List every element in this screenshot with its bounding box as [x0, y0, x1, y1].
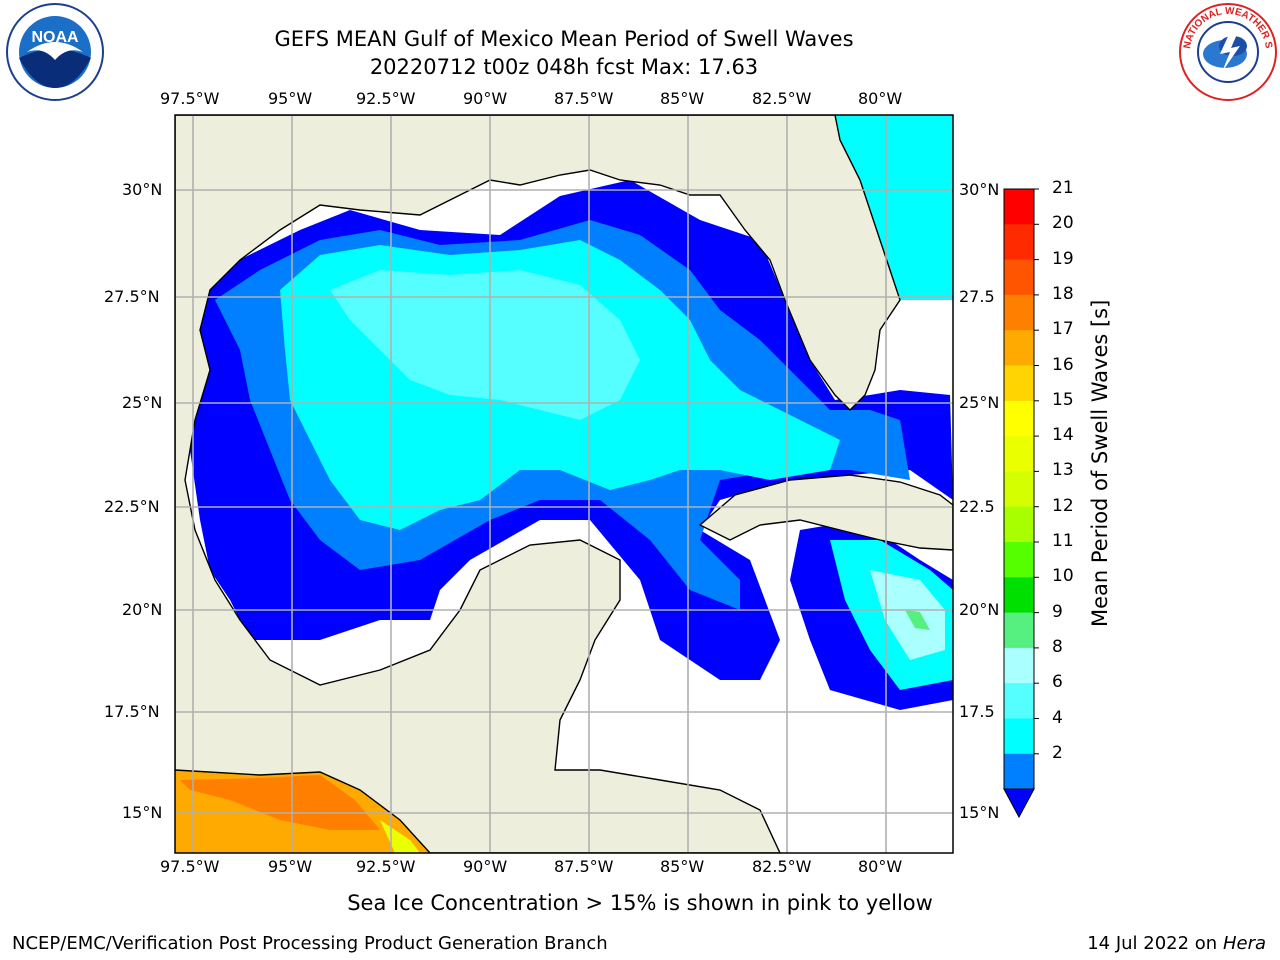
colorbar-tick-label: 10 [1052, 566, 1074, 587]
pacific-region-14s [380, 820, 420, 853]
lon-label-top: 85°W [660, 89, 705, 108]
colorbar-segment [1004, 365, 1034, 402]
colorbar-title: Mean Period of Swell Waves [s] [1088, 299, 1112, 627]
colorbar [1003, 188, 1039, 819]
lat-label-right: 20°N [959, 600, 1000, 619]
colorbar-segment [1004, 718, 1034, 755]
lon-label-bottom: 80°W [858, 857, 903, 876]
lon-label-top: 95°W [268, 89, 313, 108]
colorbar-segment [1004, 471, 1034, 508]
chart-subtitle: 20220712 t00z 048h fcst Max: 17.63 [369, 55, 759, 79]
lon-label-top: 80°W [858, 89, 903, 108]
footer-credit: NCEP/EMC/Verification Post Processing Pr… [12, 933, 608, 954]
noaa-logo-text: NOAA [31, 29, 79, 46]
lat-label-left: 22.5°N [104, 497, 160, 516]
colorbar-tick-label: 11 [1052, 531, 1074, 551]
colorbar-segment [1004, 259, 1034, 296]
colorbar-tick-label: 2 [1052, 742, 1063, 763]
colorbar-segment [1004, 189, 1034, 225]
lat-label-left: 25°N [122, 393, 163, 412]
colorbar-tick-label: 15 [1052, 389, 1074, 410]
nws-logo-icon: NATIONAL WEATHER SERVICE [1178, 2, 1277, 101]
lon-label-bottom: 82.5°W [752, 857, 812, 876]
colorbar-tick-label: 8 [1052, 636, 1063, 657]
lat-label-left: 17.5°N [104, 702, 160, 721]
lon-label-bottom: 87.5°W [554, 857, 614, 876]
colorbar-segment [1004, 612, 1034, 649]
chart-title: GEFS MEAN Gulf of Mexico Mean Period of … [274, 27, 854, 51]
footer-host: Hera [1222, 933, 1266, 954]
lon-label-top: 82.5°W [752, 89, 812, 108]
atlantic-region [835, 115, 953, 300]
lat-label-right: 17.5 [959, 702, 995, 721]
colorbar-segment [1004, 577, 1034, 614]
footer-date: 14 Jul 2022 on Hera [1087, 933, 1266, 954]
colorbar-frame [1003, 188, 1035, 790]
colorbar-tick-label: 14 [1052, 425, 1074, 446]
colorbar-extend-arrow [1003, 788, 1035, 819]
lon-label-bottom: 95°W [268, 857, 313, 876]
graticule [175, 115, 953, 853]
colorbar-tick-label: 21 [1052, 178, 1074, 198]
land-cuba [698, 474, 953, 551]
colorbar-segment [1004, 683, 1034, 719]
lat-label-left: 15°N [122, 803, 163, 822]
lat-label-left: 27.5°N [104, 287, 160, 306]
pacific-region-18s [180, 775, 380, 830]
lat-label-right: 27.5 [959, 287, 995, 306]
map-frame [174, 114, 954, 854]
noaa-logo-icon: NOAA [6, 3, 104, 101]
colorbar-segment [1004, 542, 1034, 578]
colorbar-tick-label: 20 [1052, 213, 1074, 234]
colorbar-tick-label: 9 [1052, 601, 1063, 622]
lat-label-right: 30°N [959, 180, 1000, 199]
colorbar-segment [1004, 753, 1034, 790]
colorbar-tick-label: 12 [1052, 495, 1074, 516]
colorbar-segment [1004, 436, 1034, 472]
colorbar-tick-label: 13 [1052, 460, 1074, 481]
lat-label-right: 15°N [959, 803, 1000, 822]
colorbar-tick-label: 4 [1052, 707, 1063, 728]
map-canvas [175, 115, 953, 853]
colorbar-tick-label: 18 [1052, 283, 1074, 304]
colorbar-segment [1004, 647, 1034, 684]
lat-label-left: 20°N [122, 600, 163, 619]
lat-label-left: 30°N [122, 180, 163, 199]
lat-label-right: 25°N [959, 393, 1000, 412]
land-north-america [175, 115, 901, 853]
colorbar-tick-label: 6 [1052, 672, 1063, 693]
colorbar-tick-label: 17 [1052, 319, 1074, 340]
lon-label-bottom: 97.5°W [160, 857, 220, 876]
lat-label-right: 22.5 [959, 497, 995, 516]
colorbar-segment [1004, 294, 1034, 331]
colorbar-segment [1004, 506, 1034, 543]
sea-ice-note: Sea Ice Concentration > 15% is shown in … [347, 891, 933, 915]
caribbean-region-green [905, 610, 930, 630]
colorbar-tick-label: 19 [1052, 248, 1074, 269]
colorbar-tick-label: 16 [1052, 354, 1074, 375]
colorbar-segment [1004, 330, 1034, 366]
lon-label-bottom: 85°W [660, 857, 705, 876]
lon-label-bottom: 92.5°W [356, 857, 416, 876]
colorbar-segment [1004, 224, 1034, 261]
lon-label-bottom: 90°W [463, 857, 508, 876]
caribbean-region-pale [870, 570, 945, 660]
lon-label-top: 97.5°W [160, 89, 220, 108]
lon-label-top: 90°W [463, 89, 508, 108]
gulf-region-8-9s [330, 270, 640, 420]
lon-label-top: 92.5°W [356, 89, 416, 108]
lon-label-top: 87.5°W [554, 89, 614, 108]
footer-date-text: 14 Jul 2022 on [1087, 933, 1223, 954]
colorbar-segment [1004, 400, 1034, 437]
